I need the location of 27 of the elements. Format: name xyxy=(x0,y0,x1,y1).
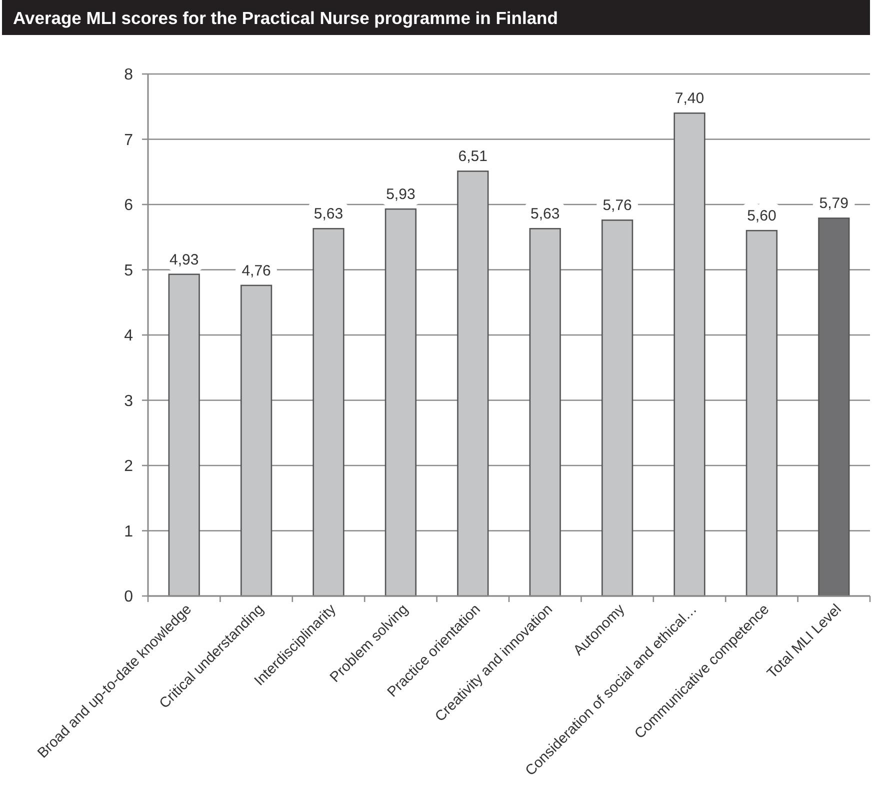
chart-title: Average MLI scores for the Practical Nurse programme in Finland xyxy=(13,8,558,28)
y-tick-label: 7 xyxy=(124,132,134,149)
y-tick-label: 8 xyxy=(124,66,134,84)
y-tick-label: 5 xyxy=(124,262,134,280)
data-label: 6,51 xyxy=(458,148,488,166)
data-label: 5,93 xyxy=(386,186,416,204)
bar xyxy=(674,112,706,597)
bar xyxy=(240,284,272,597)
bar xyxy=(818,218,850,597)
data-label: 5,63 xyxy=(314,206,344,223)
y-tick-label: 4 xyxy=(124,328,134,344)
data-label: 7,40 xyxy=(674,90,704,108)
bar xyxy=(168,274,200,597)
y-tick-label: 6 xyxy=(124,197,134,214)
bar xyxy=(601,220,634,597)
data-label: 5,60 xyxy=(747,208,776,225)
bar xyxy=(457,170,489,597)
bar xyxy=(384,208,417,597)
y-tick-label: 2 xyxy=(124,458,134,475)
bar xyxy=(529,228,561,597)
y-tick-label: 1 xyxy=(124,523,134,540)
data-label: 4,93 xyxy=(170,251,199,268)
y-tick-label: 0 xyxy=(124,588,134,606)
bar xyxy=(312,228,344,597)
data-label: 5,63 xyxy=(530,206,560,223)
y-tick-label: 3 xyxy=(124,392,134,410)
bar xyxy=(746,230,778,597)
